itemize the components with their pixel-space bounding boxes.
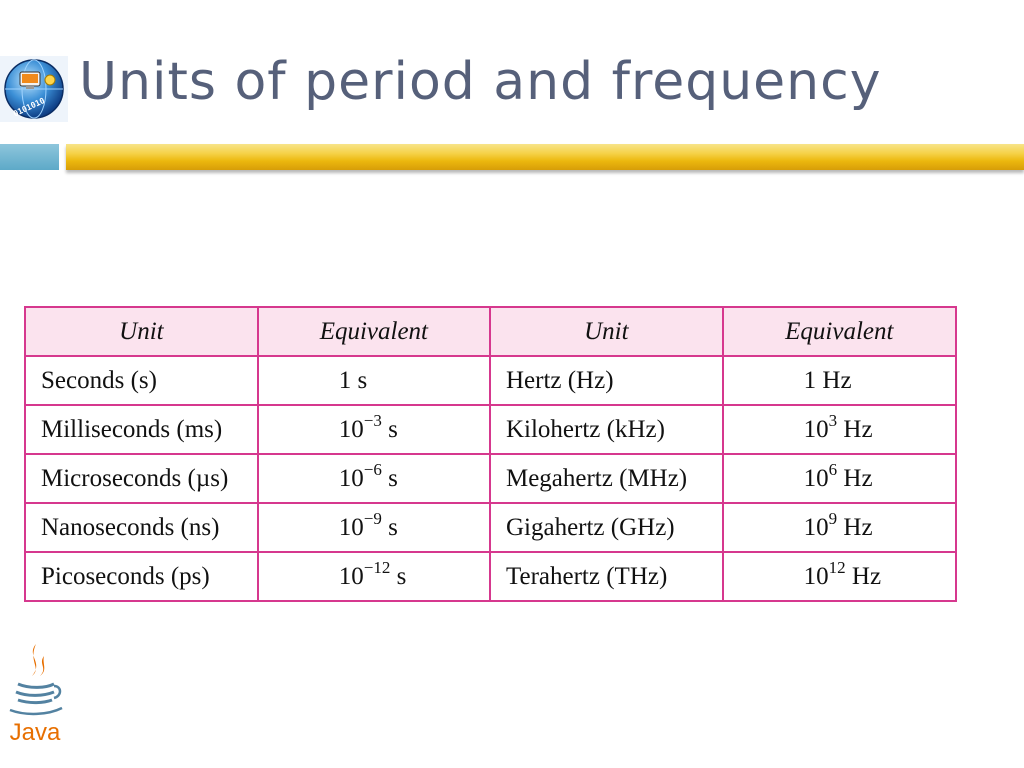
frequency-equivalent-cell: 103 Hz	[721, 404, 958, 455]
frequency-equivalent-cell: 1 Hz	[721, 355, 958, 406]
table-row: Milliseconds (ms) 10−3 s Kilohertz (kHz) 10…	[24, 404, 958, 455]
period-equivalent-unit: s	[381, 415, 398, 443]
frequency-unit-cell: Terahertz (THz)	[488, 551, 724, 602]
frequency-unit-label: Megahertz (MHz)	[505, 464, 688, 492]
table-header-row: Unit Equivalent Unit Equivalent	[24, 306, 958, 357]
title-divider-bar	[66, 144, 1024, 170]
slide-title: Units of period and frequency	[79, 52, 882, 112]
frequency-equivalent-unit: Hz	[837, 464, 873, 492]
frequency-equivalent-exponent: 6	[828, 459, 838, 479]
frequency-unit-cell: Hertz (Hz)	[488, 355, 724, 406]
period-equivalent-cell: 10−12 s	[256, 551, 491, 602]
frequency-equivalent-base: 10	[803, 562, 829, 590]
header-period-equivalent: Equivalent	[256, 306, 491, 357]
table-row: Microseconds (µs) 10−6 s Megahertz (MHz) 10…	[24, 453, 958, 504]
frequency-unit-label: Hertz (Hz)	[505, 366, 614, 394]
period-unit-label: Nanoseconds (ns)	[41, 513, 220, 541]
frequency-equivalent-cell: 106 Hz	[721, 453, 958, 504]
frequency-unit-label: Kilohertz (kHz)	[505, 415, 665, 443]
frequency-equivalent-unit: Hz	[845, 562, 882, 590]
table-row: Nanoseconds (ns) 10−9 s Gigahertz (GHz) 109…	[24, 502, 958, 553]
period-unit-label: Seconds (s)	[41, 366, 157, 394]
frequency-equivalent-unit: Hz	[837, 415, 873, 443]
period-equivalent-cell: 10−6 s	[256, 453, 491, 504]
units-table: Unit Equivalent Unit Equivalent Seconds …	[24, 306, 958, 602]
frequency-equivalent-base: 10	[803, 464, 829, 492]
period-equivalent-cell: 10−3 s	[256, 404, 491, 455]
globe-computer-icon: 0101010	[0, 56, 68, 122]
header-period-unit: Unit	[24, 306, 259, 357]
period-unit-label: Microseconds (µs)	[41, 464, 229, 492]
frequency-unit-cell: Kilohertz (kHz)	[488, 404, 724, 455]
period-equivalent-exponent: −3	[363, 410, 382, 430]
frequency-equivalent-base: 10	[803, 513, 829, 541]
period-equivalent-base: 1 s	[338, 366, 368, 394]
period-equivalent-base: 10	[338, 562, 364, 590]
period-equivalent-unit: s	[381, 464, 398, 492]
period-equivalent-base: 10	[338, 415, 364, 443]
frequency-unit-label: Gigahertz (GHz)	[505, 513, 675, 541]
period-unit-cell: Seconds (s)	[24, 355, 259, 406]
period-equivalent-exponent: −9	[363, 508, 382, 528]
frequency-equivalent-unit: Hz	[837, 513, 873, 541]
title-accent-block	[0, 144, 59, 170]
period-equivalent-unit: s	[381, 513, 398, 541]
frequency-equivalent-cell: 1012 Hz	[721, 551, 958, 602]
period-unit-cell: Picoseconds (ps)	[24, 551, 259, 602]
period-equivalent-exponent: −12	[363, 557, 391, 577]
table-row: Seconds (s) 1 s Hertz (Hz) 1 Hz	[24, 355, 958, 406]
java-logo: Java	[9, 644, 63, 746]
header-frequency-unit: Unit	[488, 306, 724, 357]
frequency-unit-label: Terahertz (THz)	[505, 562, 668, 590]
period-equivalent-base: 10	[338, 513, 364, 541]
period-equivalent-cell: 1 s	[256, 355, 491, 406]
period-unit-cell: Microseconds (µs)	[24, 453, 259, 504]
period-unit-cell: Milliseconds (ms)	[24, 404, 259, 455]
table-row: Picoseconds (ps) 10−12 s Terahertz (THz) 10…	[24, 551, 958, 602]
period-equivalent-unit: s	[390, 562, 407, 590]
frequency-equivalent-exponent: 3	[828, 410, 838, 430]
period-unit-label: Milliseconds (ms)	[41, 415, 223, 443]
period-unit-cell: Nanoseconds (ns)	[24, 502, 259, 553]
frequency-unit-cell: Gigahertz (GHz)	[488, 502, 724, 553]
frequency-equivalent-exponent: 9	[828, 508, 838, 528]
period-equivalent-cell: 10−9 s	[256, 502, 491, 553]
header-frequency-equivalent: Equivalent	[721, 306, 958, 357]
period-equivalent-exponent: −6	[363, 459, 382, 479]
frequency-equivalent-base: 1 Hz	[803, 366, 852, 394]
frequency-equivalent-exponent: 12	[828, 557, 846, 577]
java-coffee-cup-icon	[9, 644, 63, 716]
period-unit-label: Picoseconds (ps)	[41, 562, 210, 590]
java-logo-text: Java	[10, 719, 61, 746]
frequency-unit-cell: Megahertz (MHz)	[488, 453, 724, 504]
frequency-equivalent-cell: 109 Hz	[721, 502, 958, 553]
frequency-equivalent-base: 10	[803, 415, 829, 443]
period-equivalent-base: 10	[338, 464, 364, 492]
